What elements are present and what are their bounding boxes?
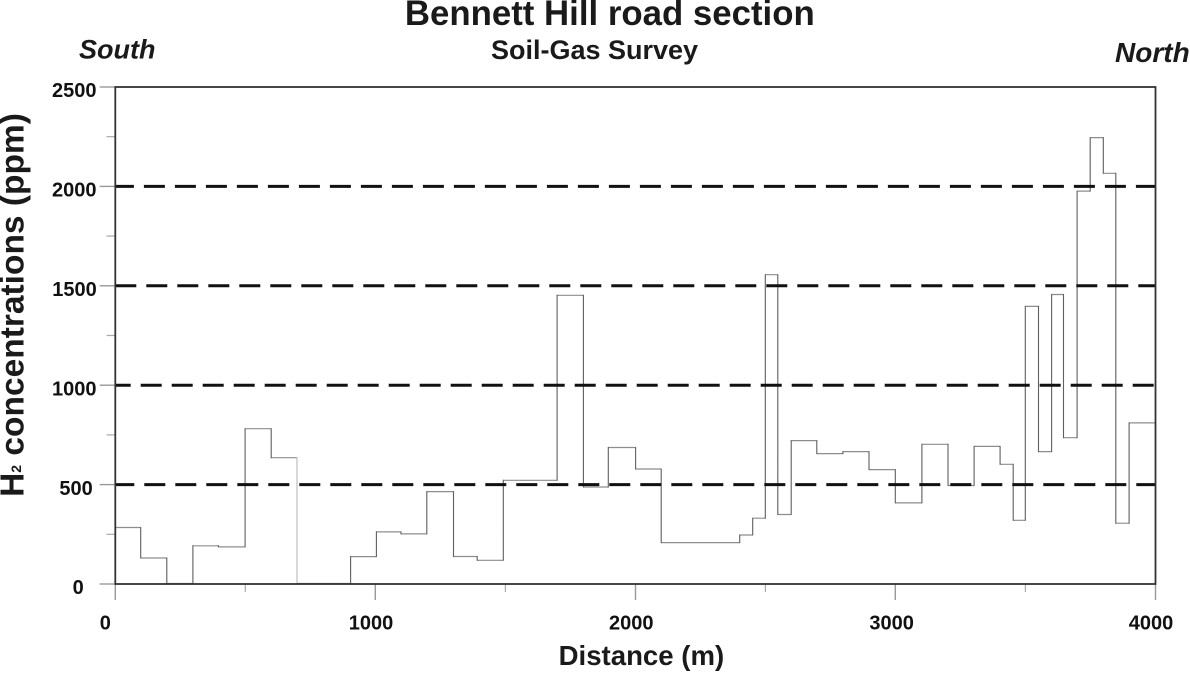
- svg-text:North: North: [1115, 37, 1190, 68]
- svg-text:1000: 1000: [349, 612, 394, 634]
- svg-text:0: 0: [73, 577, 84, 599]
- svg-text:Soil-Gas Survey: Soil-Gas Survey: [491, 35, 698, 65]
- svg-text:2000: 2000: [52, 180, 97, 202]
- svg-text:3000: 3000: [869, 612, 914, 634]
- svg-text:South: South: [79, 35, 155, 65]
- svg-text:1500: 1500: [52, 279, 97, 301]
- svg-text:H2 concentrations (ppm): H2 concentrations (ppm): [0, 113, 32, 497]
- svg-text:4000: 4000: [1129, 612, 1174, 634]
- svg-text:500: 500: [59, 478, 92, 500]
- svg-text:2000: 2000: [609, 612, 654, 634]
- svg-text:2500: 2500: [52, 80, 97, 102]
- svg-text:0: 0: [100, 612, 111, 634]
- svg-text:1000: 1000: [52, 378, 97, 400]
- svg-text:Bennett Hill road section: Bennett Hill road section: [405, 0, 815, 33]
- svg-text:Distance (m): Distance (m): [559, 640, 725, 671]
